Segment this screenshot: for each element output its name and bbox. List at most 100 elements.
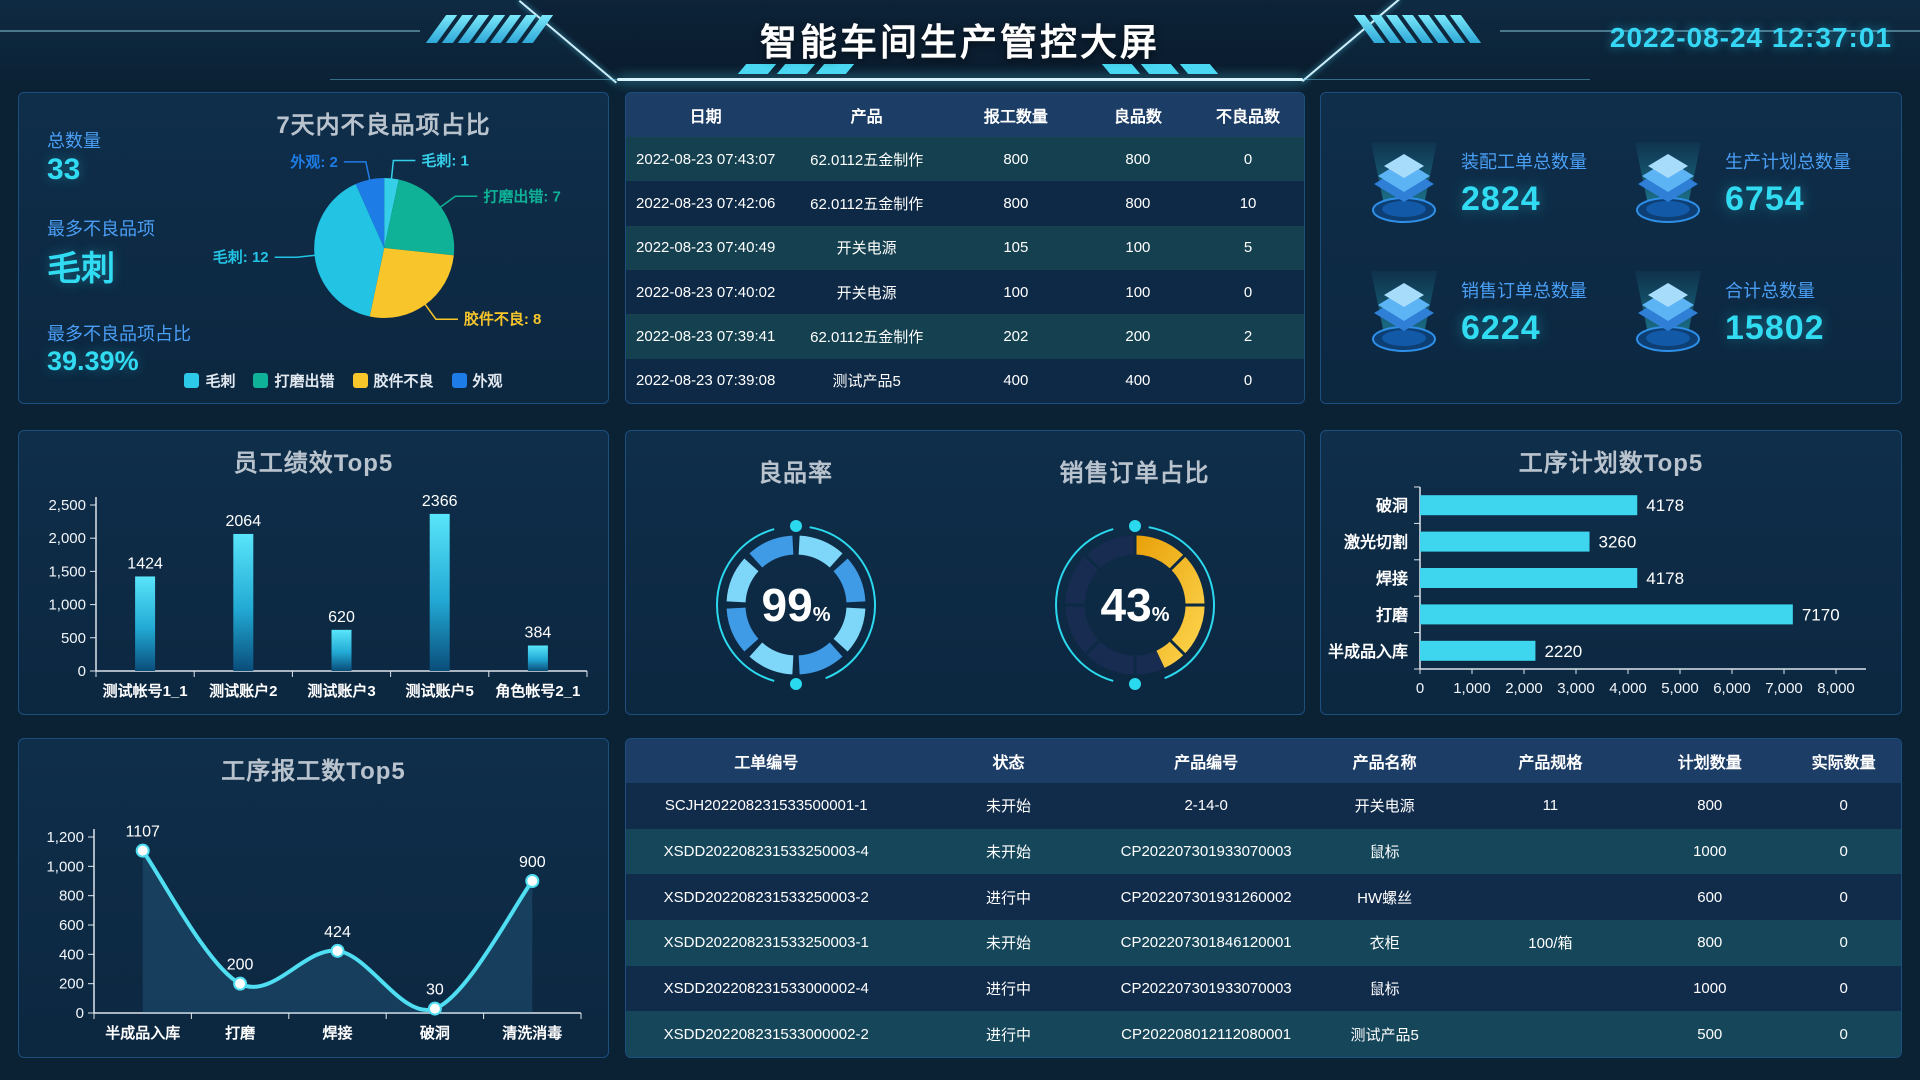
column-header: 良品数 xyxy=(1083,93,1193,137)
column-header: 产品规格 xyxy=(1467,739,1634,783)
table-cell: CP202207301931260002 xyxy=(1120,888,1292,906)
table-cell: 0 xyxy=(1839,979,1848,997)
svg-text:1107: 1107 xyxy=(125,824,160,841)
legend-label: 外观 xyxy=(472,373,503,390)
table-cell: 进行中 xyxy=(985,889,1031,907)
legend-label: 毛刺 xyxy=(205,373,236,390)
page-title: 智能车间生产管控大屏 xyxy=(760,22,1160,63)
table-cell: XSDD202208231533250003-4 xyxy=(663,842,869,860)
svg-text:2366: 2366 xyxy=(422,493,458,510)
table-cell: XSDD202208231533250003-2 xyxy=(663,888,869,906)
panel-title: 工序报工数Top5 xyxy=(221,758,406,785)
header: 智能车间生产管控大屏 2022-08-24 12:37:01 xyxy=(0,0,1920,90)
table-cell: 0 xyxy=(1243,372,1253,390)
chart-svg: 毛刺: 1 打磨出错: 7 胶件不良: 8 毛刺: 12 外观: 2 xyxy=(213,151,561,328)
svg-text:4178: 4178 xyxy=(1646,496,1684,515)
legend-item: 打磨出错 xyxy=(253,370,335,391)
table-cell: 62.0112五金制作 xyxy=(810,328,924,346)
svg-text:测试帐号1_1: 测试帐号1_1 xyxy=(103,682,188,700)
svg-text:测试账户5: 测试账户5 xyxy=(406,682,474,700)
gauge-segment xyxy=(748,642,794,675)
table-cell: 1000 xyxy=(1693,979,1727,997)
table-cell: 进行中 xyxy=(985,1026,1031,1044)
legend-item: 毛刺 xyxy=(184,370,235,391)
svg-text:焊接: 焊接 xyxy=(322,1024,352,1042)
gauge-segment xyxy=(832,607,865,652)
defect-pie-chart: 毛刺: 1 打磨出错: 7 胶件不良: 8 毛刺: 12 外观: 2 xyxy=(19,93,608,403)
svg-text:破洞: 破洞 xyxy=(1376,496,1408,515)
panel-employee-bar: 员工绩效Top5 0 500 1,000 1,500 2,000 2,500 1424 测试帐… xyxy=(18,430,609,715)
pie-slice xyxy=(355,178,385,248)
svg-text:200: 200 xyxy=(59,976,84,993)
svg-text:半成品入库: 半成品入库 xyxy=(105,1024,180,1042)
total-label: 装配工单总数量 xyxy=(1461,152,1587,172)
table-cell: 62.0112五金制作 xyxy=(810,151,924,169)
svg-text:4178: 4178 xyxy=(1646,569,1684,588)
data-table: 日期 产品 报工数量 良品数 不良品数 2022-08-23 07:43:07 62.011… xyxy=(626,93,1304,403)
workorder-table: 工单编号 状态 产品编号 产品名称 产品规格 计划数量 实际数量 SCJH2022082315… xyxy=(626,739,1901,1057)
table-cell: 100 xyxy=(1003,283,1029,301)
gauge-segment xyxy=(748,535,794,568)
layers-icon xyxy=(1635,270,1701,352)
legend-swatch-icon xyxy=(451,373,467,388)
total-value: 15802 xyxy=(1725,309,1825,347)
stat-value: 毛刺 xyxy=(47,250,115,288)
column-header: 实际数量 xyxy=(1786,739,1901,783)
svg-text:3260: 3260 xyxy=(1599,533,1637,552)
panel-workorder-table: 工单编号 状态 产品编号 产品名称 产品规格 计划数量 实际数量 SCJH2022082315… xyxy=(625,738,1902,1058)
table-cell: 5 xyxy=(1243,239,1253,257)
gauge-dot xyxy=(789,520,802,532)
table-cell: 105 xyxy=(1003,239,1029,257)
panel-report-table: 日期 产品 报工数量 良品数 不良品数 2022-08-23 07:43:07 62.011… xyxy=(625,92,1305,404)
report-table: 日期 产品 报工数量 良品数 不良品数 2022-08-23 07:43:07 62.011… xyxy=(626,93,1304,403)
table-cell: 2 xyxy=(1243,327,1253,345)
svg-text:清洗消毒: 清洗消毒 xyxy=(502,1024,562,1042)
table-row: SCJH202208231533500001-1 未开始 2-14-0 开关电源 11 8… xyxy=(626,783,1901,829)
legend-item: 胶件不良 xyxy=(352,370,434,391)
table-row: XSDD202208231533250003-4 未开始 CP20220730193… xyxy=(626,828,1901,875)
svg-text:半成品入库: 半成品入库 xyxy=(1328,642,1408,661)
column-header: 工单编号 xyxy=(626,739,907,783)
chart-svg: 0 1,000 2,000 3,000 4,000 5,000 6,000 7,000 8,00… xyxy=(1328,486,1866,697)
table-cell: 0 xyxy=(1243,283,1253,301)
gauge-block-sales: 销售订单占比 43% xyxy=(965,439,1304,714)
pie-label: 胶件不良: 8 xyxy=(464,310,542,328)
data-point xyxy=(233,976,248,991)
gauges-row: 良品率 99% 销售订单占比 43% xyxy=(626,439,1304,714)
legend-item: 外观 xyxy=(451,370,503,391)
table-cell: 800 xyxy=(1697,797,1723,815)
svg-text:1,200: 1,200 xyxy=(46,829,84,846)
table-cell: 800 xyxy=(1003,194,1029,212)
process-report-line-chart: 0 200 400 600 800 1,000 1,200 1107 半成品入库 200 打磨 424… xyxy=(20,785,607,1055)
table-row: XSDD202208231533250003-1 未开始 CP20220730184… xyxy=(626,919,1901,966)
pie-label-line xyxy=(274,254,317,258)
header-top-line-left xyxy=(0,30,420,32)
table-cell: 0 xyxy=(1243,150,1253,168)
svg-text:3,000: 3,000 xyxy=(1557,680,1595,697)
header-bottom-line xyxy=(617,78,1303,81)
table-row: 2022-08-23 07:40:02 开关电源 100 100 0 xyxy=(626,269,1304,315)
pie-slice xyxy=(369,248,454,318)
table-cell: CP202207301933070003 xyxy=(1120,842,1292,860)
svg-text:焊接: 焊接 xyxy=(1376,569,1408,588)
bar xyxy=(527,645,548,671)
svg-text:384: 384 xyxy=(525,625,552,642)
svg-text:8,000: 8,000 xyxy=(1817,680,1855,697)
bar xyxy=(429,513,450,671)
gauge-value: 43% xyxy=(1100,579,1169,631)
employee-bar-chart: 0 500 1,000 1,500 2,000 2,500 1424 测试帐号1_1 2064 测… xyxy=(20,475,607,713)
table-cell: 800 xyxy=(1125,194,1151,212)
column-header: 计划数量 xyxy=(1633,739,1787,783)
stat-label: 最多不良品项 xyxy=(47,219,155,239)
svg-text:1,500: 1,500 xyxy=(48,563,86,580)
total-value: 6224 xyxy=(1461,309,1541,347)
table-cell: 800 xyxy=(1003,150,1029,168)
column-header: 不良品数 xyxy=(1192,93,1304,137)
stat-value: 33 xyxy=(47,153,81,186)
data-point xyxy=(427,1001,442,1016)
table-cell: 2022-08-23 07:39:08 xyxy=(636,372,776,390)
pie-label-line xyxy=(423,302,458,320)
total-value: 6754 xyxy=(1725,180,1805,218)
pie-label: 毛刺: 12 xyxy=(213,248,269,266)
